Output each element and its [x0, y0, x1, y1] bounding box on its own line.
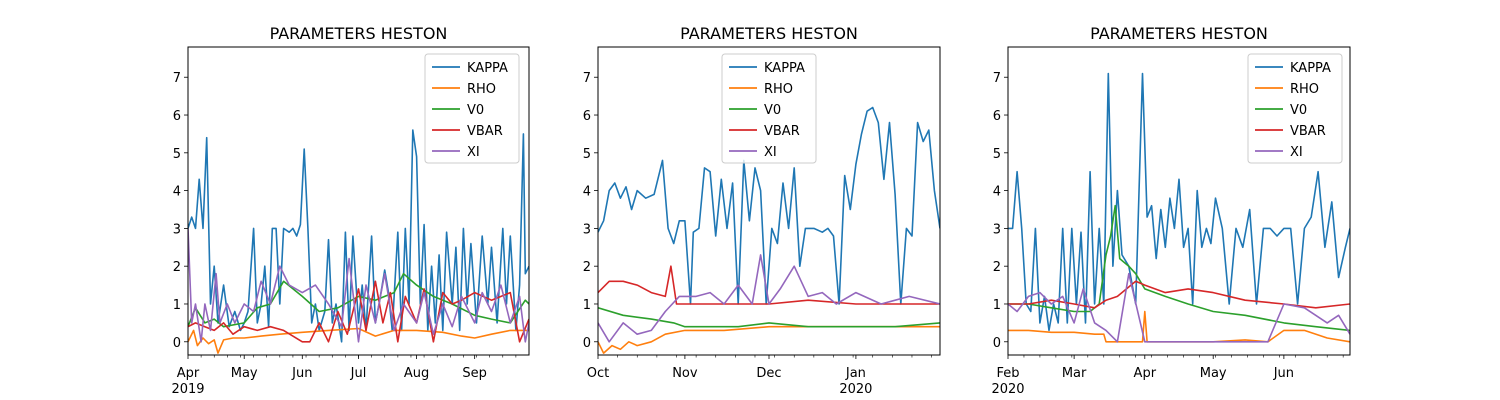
y-tick-label: 7	[173, 71, 181, 86]
y-tick-label: 7	[993, 71, 1001, 86]
series-line-kappa	[1008, 72, 1350, 332]
series-line-vbar	[1008, 280, 1350, 309]
legend-label-kappa: KAPPA	[467, 61, 508, 76]
series-line-v0	[188, 272, 529, 328]
y-tick-label: 4	[583, 185, 591, 200]
y-tick-label: 4	[993, 185, 1001, 200]
legend-label-v0: V0	[1290, 103, 1307, 118]
legend-label-vbar: VBAR	[467, 124, 503, 139]
legend-label-rho: RHO	[764, 82, 793, 97]
series-line-kappa	[598, 106, 940, 305]
y-tick-label: 6	[993, 109, 1001, 124]
y-tick-label: 0	[583, 336, 591, 351]
legend-label-vbar: VBAR	[764, 124, 800, 139]
y-tick-label: 6	[173, 109, 181, 124]
series-line-xi	[1008, 272, 1350, 343]
legend-label-xi: XI	[764, 145, 777, 160]
y-tick-label: 2	[993, 260, 1001, 275]
chart-title: PARAMETERS HESTON	[680, 24, 858, 43]
series-line-v0	[598, 307, 940, 328]
legend-label-v0: V0	[467, 103, 484, 118]
legend-label-v0: V0	[764, 103, 781, 118]
legend-label-rho: RHO	[467, 82, 496, 97]
x-tick-year-label: 2020	[839, 382, 872, 397]
legend-label-kappa: KAPPA	[764, 61, 805, 76]
x-tick-label: Nov	[672, 366, 698, 381]
y-tick-label: 1	[993, 298, 1001, 313]
legend-label-rho: RHO	[1290, 82, 1319, 97]
y-tick-label: 5	[173, 147, 181, 162]
series-line-kappa	[188, 129, 529, 343]
legend: KAPPA RHO V0 VBAR XI	[424, 53, 520, 164]
legend: KAPPA RHO V0 VBAR XI	[721, 53, 817, 164]
legend-label-xi: XI	[467, 145, 480, 160]
y-tick-label: 5	[583, 147, 591, 162]
legend-box	[1247, 53, 1343, 164]
x-tick-label: Dec	[756, 366, 781, 381]
x-tick-label: Mar	[1062, 366, 1087, 381]
y-tick-label: 3	[583, 222, 591, 237]
y-tick-label: 4	[173, 185, 181, 200]
legend-box	[721, 53, 817, 164]
y-tick-label: 6	[583, 109, 591, 124]
x-tick-label: Jun	[1273, 366, 1294, 381]
x-tick-label: Feb	[996, 366, 1019, 381]
x-tick-label: Oct	[587, 366, 609, 381]
x-tick-label: Jul	[350, 366, 367, 381]
series-line-rho	[1008, 310, 1350, 343]
y-tick-label: 1	[173, 298, 181, 313]
x-tick-label: Jun	[291, 366, 312, 381]
x-tick-label: Sep	[462, 366, 487, 381]
y-tick-label: 7	[583, 71, 591, 86]
y-tick-label: 3	[993, 222, 1001, 237]
y-tick-label: 1	[583, 298, 591, 313]
x-tick-label: Apr	[1134, 366, 1157, 381]
series-line-xi	[188, 228, 529, 343]
legend: KAPPA RHO V0 VBAR XI	[1247, 53, 1343, 164]
x-tick-label: Apr	[177, 366, 200, 381]
y-tick-label: 3	[173, 222, 181, 237]
series-line-xi	[598, 254, 940, 343]
legend-label-vbar: VBAR	[1290, 124, 1326, 139]
legend-box	[424, 53, 520, 164]
plot-frame	[1007, 46, 1351, 356]
legend-label-kappa: KAPPA	[1290, 61, 1331, 76]
x-tick-label: Aug	[404, 366, 429, 381]
x-tick-year-label: 2019	[171, 382, 204, 397]
chart-title: PARAMETERS HESTON	[270, 24, 448, 43]
x-tick-year-label: 2020	[991, 382, 1024, 397]
chart-title: PARAMETERS HESTON	[1090, 24, 1268, 43]
legend-label-xi: XI	[1290, 145, 1303, 160]
x-tick-label: May	[1200, 366, 1227, 381]
x-tick-label: May	[231, 366, 258, 381]
y-tick-label: 2	[173, 260, 181, 275]
y-tick-label: 5	[993, 147, 1001, 162]
y-tick-label: 0	[993, 336, 1001, 351]
series-line-rho	[188, 327, 529, 354]
y-tick-label: 0	[173, 336, 181, 351]
y-tick-label: 2	[583, 260, 591, 275]
x-tick-label: Jan	[845, 366, 866, 381]
